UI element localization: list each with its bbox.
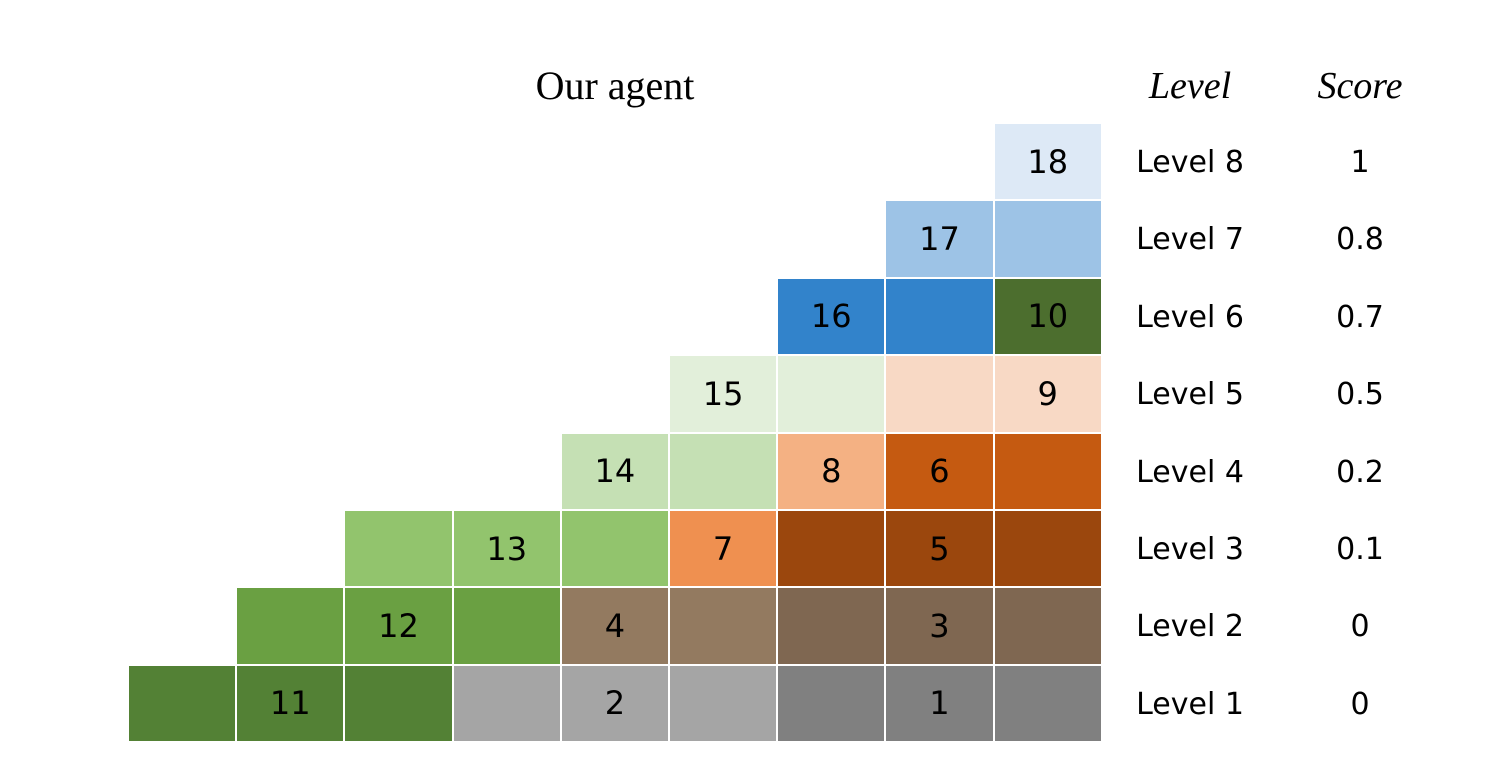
level-label: Level 1 xyxy=(1136,686,1244,722)
grid-cell: 6 xyxy=(886,433,995,511)
grid-cell xyxy=(886,356,995,434)
grid-cell: 3 xyxy=(886,588,995,666)
grid-cell xyxy=(994,511,1103,589)
grid-cell: 4 xyxy=(561,588,670,666)
grid-cell xyxy=(778,588,887,666)
grid-cell xyxy=(453,665,562,744)
grid-cell: 10 xyxy=(994,278,1103,357)
grid-cell xyxy=(345,665,454,744)
level-label: Level 5 xyxy=(1136,377,1244,413)
level-score: 0 xyxy=(1350,609,1370,645)
grid-cell xyxy=(778,356,887,434)
grid-cell xyxy=(886,278,995,357)
grid-cell xyxy=(129,665,238,744)
grid-cell xyxy=(994,665,1103,744)
grid-cell xyxy=(778,665,887,744)
level-column-header: Level xyxy=(1148,65,1232,107)
grid-cell: 14 xyxy=(561,433,670,511)
grid-cell: 16 xyxy=(778,278,887,357)
level-score: 0 xyxy=(1350,686,1370,722)
grid-cell xyxy=(453,588,562,666)
grid-cell: 1 xyxy=(886,665,995,744)
grid-cell: 13 xyxy=(453,511,562,589)
grid-cell xyxy=(994,588,1103,666)
level-score: 0.7 xyxy=(1336,299,1384,335)
level-score: 0.2 xyxy=(1336,454,1384,490)
grid-cell: 8 xyxy=(778,433,887,511)
level-label: Level 3 xyxy=(1136,532,1244,567)
grid-cell: 9 xyxy=(994,356,1103,434)
grid-cell xyxy=(670,665,779,744)
diagram-title: Our agent xyxy=(535,63,695,108)
grid-cell: 5 xyxy=(886,511,995,589)
grid-cell xyxy=(778,511,887,589)
grid-cell: 15 xyxy=(670,356,779,434)
grid-cell: 2 xyxy=(561,665,670,744)
level-label: Level 6 xyxy=(1136,299,1244,335)
grid-cell xyxy=(994,201,1103,279)
level-score: 0.5 xyxy=(1336,377,1384,413)
level-score: 1 xyxy=(1350,145,1370,180)
grid-cell xyxy=(345,511,454,589)
grid-cell: 12 xyxy=(345,588,454,666)
grid-cell: 7 xyxy=(670,511,779,589)
level-label: Level 8 xyxy=(1136,145,1244,180)
grid-cell xyxy=(670,433,779,511)
score-column-header: Score xyxy=(1317,65,1403,107)
level-label: Level 2 xyxy=(1136,609,1244,645)
grid-cell xyxy=(237,588,346,666)
grid-cell xyxy=(994,433,1103,511)
level-label: Level 4 xyxy=(1136,454,1244,490)
grid-cell xyxy=(670,588,779,666)
grid-cell: 17 xyxy=(886,201,995,279)
grid-cell: 18 xyxy=(994,124,1103,202)
grid-cell xyxy=(561,511,670,589)
grid-cell: 11 xyxy=(237,665,346,744)
level-label: Level 7 xyxy=(1136,222,1244,258)
level-score: 0.8 xyxy=(1336,222,1384,258)
level-score: 0.1 xyxy=(1336,532,1384,567)
